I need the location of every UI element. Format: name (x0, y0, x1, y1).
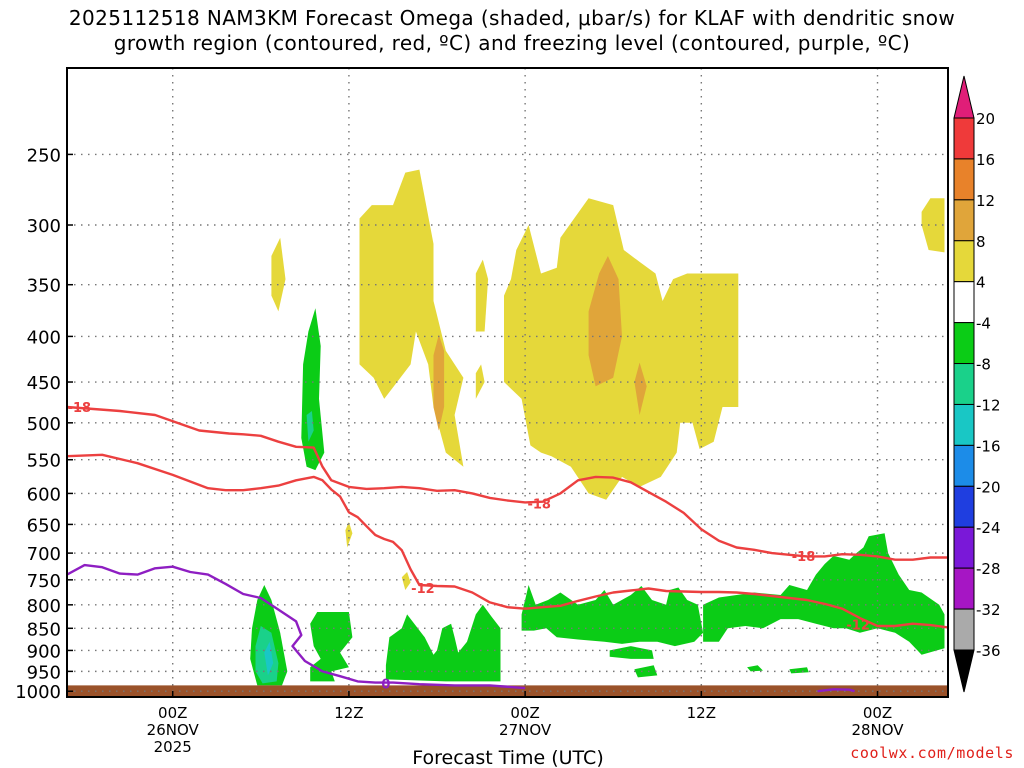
colorbar-label: -4 (976, 315, 991, 333)
contour-labels-layer: -18 -18 -18 -12 -12 0 (68, 401, 870, 692)
colorbar-top-arrow (953, 75, 975, 119)
chart-title: 2025112518 NAM3KM Forecast Omega (shaded… (0, 6, 1024, 56)
y-tick-label: 1000 (15, 682, 61, 703)
x-tick-label: 12Z (687, 704, 716, 722)
omega-region-10 (401, 572, 411, 590)
omega-colorbar: 20 16 12 8 4 -4 -8 -12 -16 -20 -24 -28 -32 -36 (953, 75, 1001, 693)
y-tick-label: 450 (27, 373, 61, 394)
colorbar-swatch (953, 240, 975, 283)
colorbar-label: -20 (976, 478, 1001, 496)
omega-region-22 (747, 665, 763, 672)
colorbar-bottom-arrow (953, 649, 975, 693)
omega-region-4 (504, 198, 739, 500)
y-tick-label: 550 (27, 451, 61, 472)
y-tick-label: 400 (27, 327, 61, 348)
omega-region-17 (385, 604, 501, 682)
y-tick-label: 350 (27, 276, 61, 297)
colorbar-label: 8 (976, 233, 986, 251)
omega-region-7 (588, 256, 622, 387)
colorbar-swatch (953, 117, 975, 160)
colorbar-swatch (953, 444, 975, 487)
colorbar-swatch (953, 199, 975, 242)
contour-label: -12 (846, 619, 870, 634)
colorbar-swatch (953, 567, 975, 610)
title-line-2: growth region (contoured, red, ºC) and f… (113, 31, 911, 55)
credit-link[interactable]: coolwx.com/models (850, 744, 1014, 762)
colorbar-label: 16 (976, 151, 995, 169)
x-tick-label: 00Z (863, 704, 892, 722)
colorbar-label: -24 (976, 519, 1001, 537)
colorbar-swatch (953, 526, 975, 569)
omega-region-9 (345, 522, 353, 548)
colorbar-swatch (953, 403, 975, 446)
omega-region-2 (475, 259, 489, 332)
colorbar-label: -12 (976, 396, 1001, 414)
y-tick-label: 900 (27, 641, 61, 662)
omega-region-21 (703, 533, 945, 655)
colorbar-swatch (953, 363, 975, 405)
omega-region-12 (306, 411, 314, 442)
colorbar-swatch (953, 485, 975, 528)
x-tick-label: 2025 (154, 738, 192, 756)
ground-fill (67, 685, 948, 697)
contour-label: -12 (411, 582, 435, 597)
colorbar-swatch (953, 608, 975, 651)
contour-line-1 (67, 453, 948, 629)
y-tick-label: 700 (27, 544, 61, 565)
contour-label: -18 (527, 498, 551, 513)
x-tick-label: 12Z (334, 704, 363, 722)
colorbar-label: -28 (976, 560, 1001, 578)
x-tick-label: 26NOV (147, 721, 200, 739)
x-tick-label: 00Z (158, 704, 187, 722)
colorbar-swatch (953, 158, 975, 201)
y-tick-label: 950 (27, 662, 61, 683)
title-line-1: 2025112518 NAM3KM Forecast Omega (shaded… (68, 6, 956, 30)
colorbar-label: 12 (976, 192, 995, 210)
omega-region-18 (521, 585, 704, 647)
omega-region-19 (609, 646, 654, 659)
colorbar-label: 20 (976, 110, 995, 128)
omega-region-11 (301, 308, 325, 471)
x-tick-label: 00Z (510, 704, 539, 722)
colorbar-label: -16 (976, 437, 1001, 455)
colorbar-swatch (953, 322, 975, 365)
contour-line-3 (817, 688, 855, 693)
omega-region-20 (634, 665, 658, 678)
colorbar-label: 4 (976, 274, 986, 292)
contour-label: -18 (792, 550, 816, 565)
y-tick-label: 750 (27, 571, 61, 592)
y-tick-label: 650 (27, 515, 61, 536)
contour-line-2 (67, 563, 526, 690)
omega-region-16 (310, 612, 353, 682)
y-tick-label: 500 (27, 414, 61, 435)
y-tick-label: 300 (27, 216, 61, 237)
colorbar-label: -32 (976, 601, 1001, 619)
contour-label: -18 (68, 401, 92, 416)
ground-layer (67, 685, 948, 697)
contour-line-0 (67, 405, 948, 561)
y-tick-label: 600 (27, 484, 61, 505)
omega-region-5 (921, 198, 945, 253)
omega-region-8 (634, 362, 647, 415)
y-axis: 2503003504004505005506006507007508008509… (15, 145, 73, 703)
y-tick-label: 250 (27, 145, 61, 166)
omega-region-0 (271, 237, 286, 312)
colorbar-swatch (953, 281, 975, 324)
contour-label: 0 (381, 677, 390, 692)
y-tick-label: 850 (27, 619, 61, 640)
colorbar-label: -8 (976, 356, 991, 374)
x-tick-label: 27NOV (499, 721, 552, 739)
omega-shading-layer (250, 169, 945, 686)
x-tick-label: 28NOV (851, 721, 904, 739)
isotherm-contours-layer (67, 405, 948, 693)
y-tick-label: 800 (27, 596, 61, 617)
colorbar-label: -36 (976, 642, 1001, 660)
x-axis-label: Forecast Time (UTC) (412, 747, 603, 768)
omega-region-23 (789, 667, 809, 674)
